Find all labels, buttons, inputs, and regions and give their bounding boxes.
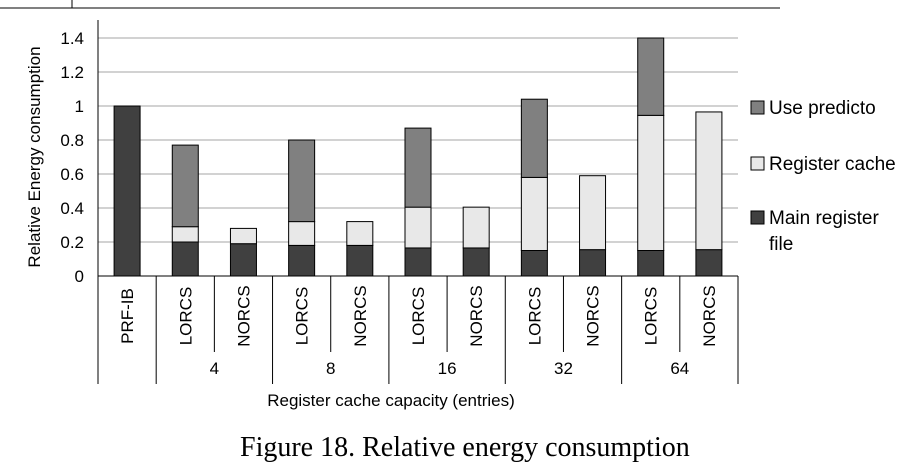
bar-segment xyxy=(637,37,665,116)
legend-label: Main register xyxy=(769,208,879,229)
bar-segment xyxy=(113,105,141,277)
x-category-label: LORCS xyxy=(525,287,544,346)
bar-segment xyxy=(637,250,665,277)
bar-segment xyxy=(579,249,607,277)
x-category-label: NORCS xyxy=(351,285,370,346)
x-group-label: 32 xyxy=(554,359,573,378)
bar-segment xyxy=(462,247,490,277)
bar-segment xyxy=(404,247,432,277)
bar-segment xyxy=(346,221,374,246)
y-tick-label: 0.2 xyxy=(60,233,84,252)
x-group-label: 64 xyxy=(670,359,689,378)
x-category-label: PRF-IB xyxy=(118,288,137,344)
x-category-label: NORCS xyxy=(584,285,603,346)
x-group-label: 16 xyxy=(438,359,457,378)
x-axis: PRF-IB LORCS NORCS LORCS NORCS LORCS NORCS LORC… xyxy=(97,276,739,384)
legend-swatch xyxy=(750,100,765,115)
x-category-label: LORCS xyxy=(409,287,428,346)
x-group-label: 8 xyxy=(326,359,335,378)
legend-label-line2: file xyxy=(769,234,793,255)
legend-label: Register cache xyxy=(769,154,896,175)
bar-segment xyxy=(404,206,432,249)
y-tick-label: 1.4 xyxy=(60,29,84,48)
x-category-label: NORCS xyxy=(234,285,253,346)
x-category-label: LORCS xyxy=(176,287,195,346)
bar-segment xyxy=(171,241,199,277)
bar-segment xyxy=(695,111,723,251)
bar-segment xyxy=(229,243,257,277)
bar-segment xyxy=(520,176,548,251)
bar-segment xyxy=(288,139,316,223)
bar-segment xyxy=(579,175,607,251)
bar-segment xyxy=(462,206,490,249)
bar-segment xyxy=(520,98,548,178)
stacked-bar-chart: 0 0.2 0.4 0.6 0.8 1 1.2 1.4 PRF-IB LORCS NORCS LOR… xyxy=(0,0,896,410)
x-category-label: NORCS xyxy=(467,285,486,346)
bar-segment xyxy=(695,249,723,277)
legend: Use predicto Register cache Main register f… xyxy=(750,98,896,255)
bar-segment xyxy=(288,221,316,246)
y-tick-label: 0.4 xyxy=(60,199,84,218)
bar-segment xyxy=(171,226,199,243)
x-axis-title: Register cache capacity (entries) xyxy=(267,391,515,410)
x-category-label: NORCS xyxy=(700,285,719,346)
bar-segment xyxy=(171,144,199,228)
bar-segment xyxy=(229,227,257,245)
y-tick-label: 1.2 xyxy=(60,63,84,82)
bar-segment xyxy=(520,250,548,277)
figure-caption: Figure 18. Relative energy consumption xyxy=(240,432,690,463)
legend-label: Use predicto xyxy=(769,98,876,119)
y-tick-label: 0.8 xyxy=(60,131,84,150)
y-axis-title: Relative Energy consumption xyxy=(25,46,44,267)
y-tick-label: 0.6 xyxy=(60,165,84,184)
y-tick-label: 0 xyxy=(75,267,84,286)
legend-swatch xyxy=(750,210,765,225)
x-category-label: LORCS xyxy=(642,287,661,346)
y-axis-ticks: 0 0.2 0.4 0.6 0.8 1 1.2 1.4 xyxy=(60,20,99,286)
legend-swatch xyxy=(750,156,765,171)
x-category-label: LORCS xyxy=(293,287,312,346)
bar-segment xyxy=(346,244,374,277)
y-tick-label: 1 xyxy=(75,97,84,116)
bars xyxy=(113,37,723,277)
x-group-label: 4 xyxy=(210,359,219,378)
bar-segment xyxy=(288,244,316,277)
bar-segment xyxy=(404,127,432,208)
bar-segment xyxy=(637,114,665,251)
